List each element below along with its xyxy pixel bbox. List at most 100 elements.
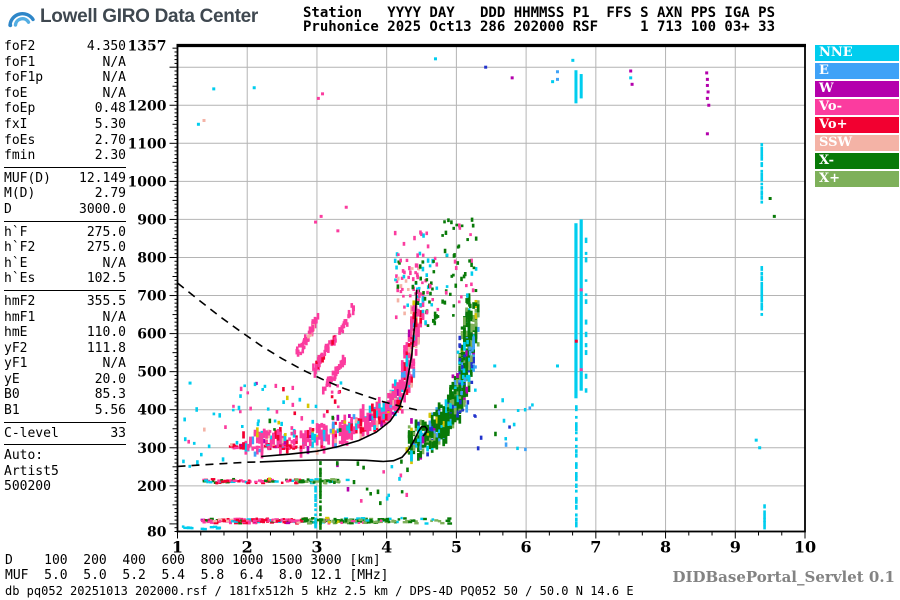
station-header-labels: Station YYYY DAY DDD HHMMSS P1 FFS S AXN… xyxy=(303,5,776,21)
parameter-label: yF1 xyxy=(4,356,28,372)
direction-legend: NNE E W Vo- Vo+ SSW X- X+ xyxy=(815,45,899,189)
svg-text:10: 10 xyxy=(794,538,816,557)
parameter-label: yF2 xyxy=(4,340,28,356)
svg-text:600: 600 xyxy=(137,327,166,343)
svg-text:300: 300 xyxy=(137,441,166,457)
svg-text:7: 7 xyxy=(590,538,601,557)
parameter-value: 4.350 xyxy=(86,39,126,54)
parameter-row: fxI 5.30 xyxy=(4,117,126,133)
parameter-row: B1 5.56 xyxy=(4,403,126,419)
svg-text:700: 700 xyxy=(137,289,166,305)
svg-text:900: 900 xyxy=(137,212,166,228)
parameter-row: h`F 275.0 xyxy=(4,225,126,241)
giro-logo: Lowell GIRO Data Center xyxy=(6,5,258,29)
parameter-value: 5.30 xyxy=(94,116,126,132)
parameter-label: Artist5 xyxy=(4,463,59,479)
parameter-divider xyxy=(4,289,126,291)
parameter-label: h`Es xyxy=(4,271,36,287)
legend-item-x: X- xyxy=(815,153,899,169)
muf-table-distance-row: D 100 200 400 600 800 1000 1500 3000 [km… xyxy=(5,553,381,568)
giro-logo-icon xyxy=(8,12,35,28)
parameter-value: N/A xyxy=(102,54,126,70)
svg-text:1200: 1200 xyxy=(128,98,167,114)
parameter-label: hmE xyxy=(4,325,28,341)
parameter-label: h`F xyxy=(4,224,28,240)
parameter-value: 12.149 xyxy=(79,170,126,186)
parameter-value: 0.48 xyxy=(94,101,126,117)
parameter-divider xyxy=(4,444,126,446)
svg-text:1: 1 xyxy=(172,538,183,557)
parameter-label: h`F2 xyxy=(4,240,36,256)
parameter-divider xyxy=(4,421,126,423)
parameter-label: D xyxy=(4,201,12,217)
parameter-value: 275.0 xyxy=(86,224,126,240)
parameter-row: Auto: xyxy=(4,448,126,464)
parameter-value: 2.79 xyxy=(94,186,126,202)
parameter-value: 33 xyxy=(110,425,126,441)
parameter-label: hmF1 xyxy=(4,309,36,325)
legend-item-nne: NNE xyxy=(815,45,899,61)
parameter-row: Artist5 xyxy=(4,464,126,480)
parameter-label: fxI xyxy=(4,116,28,132)
parameter-row: yF2 111.8 xyxy=(4,341,126,357)
parameter-row: MUF(D) 12.149 xyxy=(4,171,126,187)
parameter-row: fmin 2.30 xyxy=(4,148,126,164)
parameter-label: Auto: xyxy=(4,448,44,464)
parameter-panel: foF2 4.350 foF1 N/A foF1p N/A foE N/A foEp 0.48 fx… xyxy=(4,39,126,495)
parameter-value: N/A xyxy=(102,85,126,101)
parameter-value: 2.70 xyxy=(94,132,126,148)
svg-text:500: 500 xyxy=(137,365,166,381)
legend-item-ssw: SSW xyxy=(815,135,899,151)
page-title: Lowell GIRO Data Center xyxy=(40,6,258,27)
svg-text:5: 5 xyxy=(451,538,462,557)
parameter-row: hmF1 N/A xyxy=(4,310,126,326)
parameter-label: hmF2 xyxy=(4,293,36,309)
parameter-value: 110.0 xyxy=(86,325,126,341)
parameter-row: M(D) 2.79 xyxy=(4,186,126,202)
parameter-label: foE xyxy=(4,85,28,101)
legend-item-x: X+ xyxy=(815,171,899,187)
parameter-row: h`F2 275.0 xyxy=(4,240,126,256)
parameter-label: foF2 xyxy=(4,39,36,54)
parameter-row: D 3000.0 xyxy=(4,202,126,218)
parameter-value: 111.8 xyxy=(86,340,126,356)
parameter-divider xyxy=(4,220,126,222)
station-header: Station YYYY DAY DDD HHMMSS P1 FFS S AXN… xyxy=(303,6,775,34)
servlet-version-label: DIDBasePortal_Servlet 0.1 xyxy=(672,568,895,586)
parameter-row: h`E N/A xyxy=(4,256,126,272)
legend-item-vo: Vo+ xyxy=(815,117,899,133)
parameter-row: foF1 N/A xyxy=(4,55,126,71)
parameter-row: foF2 4.350 xyxy=(4,39,126,55)
parameter-row: hmE 110.0 xyxy=(4,325,126,341)
svg-text:1000: 1000 xyxy=(128,174,167,190)
parameter-label: B1 xyxy=(4,403,20,419)
parameter-row: yF1 N/A xyxy=(4,356,126,372)
parameter-divider xyxy=(4,166,126,168)
svg-text:800: 800 xyxy=(137,250,166,266)
parameter-value: N/A xyxy=(102,70,126,86)
parameter-label: MUF(D) xyxy=(4,170,51,186)
svg-text:80: 80 xyxy=(147,525,167,541)
parameter-row: foEs 2.70 xyxy=(4,133,126,149)
parameter-value: N/A xyxy=(102,309,126,325)
parameter-row: C-level 33 xyxy=(4,426,126,442)
parameter-row: foEp 0.48 xyxy=(4,101,126,117)
parameter-label: B0 xyxy=(4,387,20,403)
parameter-label: foEs xyxy=(4,132,36,148)
parameter-value: 20.0 xyxy=(94,371,126,387)
parameter-value: 5.56 xyxy=(94,403,126,419)
parameter-value: N/A xyxy=(102,356,126,372)
parameter-row: foF1p N/A xyxy=(4,70,126,86)
svg-text:8: 8 xyxy=(660,538,671,557)
parameter-value: 355.5 xyxy=(86,293,126,309)
legend-item-e: E xyxy=(815,63,899,79)
parameter-row: 500200 xyxy=(4,479,126,495)
parameter-label: h`E xyxy=(4,255,28,271)
svg-text:2: 2 xyxy=(242,538,253,557)
parameter-row: B0 85.3 xyxy=(4,387,126,403)
data-source-line: db pq052 20251013 202000.rsf / 181fx512h… xyxy=(5,584,634,598)
svg-text:9: 9 xyxy=(730,538,741,557)
svg-text:1357: 1357 xyxy=(128,39,167,55)
parameter-row: h`Es 102.5 xyxy=(4,271,126,287)
